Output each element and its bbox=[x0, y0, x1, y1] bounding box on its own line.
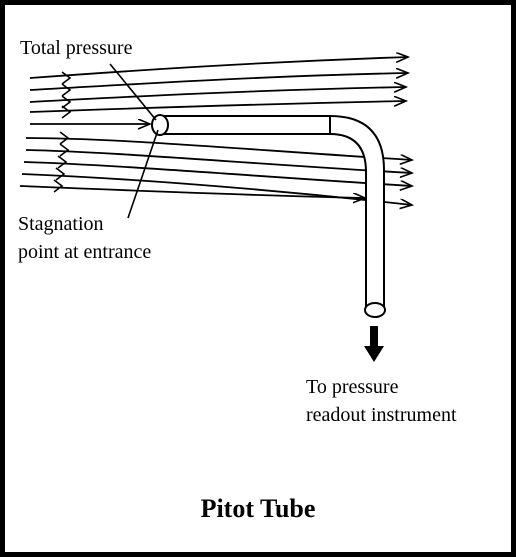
down-arrow-icon bbox=[364, 326, 384, 362]
streamline bbox=[25, 137, 412, 160]
streamline bbox=[19, 185, 365, 198]
stagnation-label-line1: Stagnation bbox=[18, 213, 104, 235]
stagnation-label-line2: point at entrance bbox=[18, 241, 152, 263]
readout-label-line1: To pressure bbox=[306, 376, 399, 398]
streamline-inlet-arrows bbox=[53, 71, 72, 193]
tube-outlet bbox=[364, 302, 386, 318]
total-pressure-label: Total pressure bbox=[20, 37, 133, 59]
pitot-tube bbox=[151, 114, 386, 318]
streamline bbox=[21, 173, 412, 205]
streamline bbox=[29, 87, 406, 103]
streamline bbox=[29, 57, 408, 79]
streamline bbox=[29, 73, 408, 91]
readout-label-line2: readout instrument bbox=[306, 404, 457, 426]
diagram-title: Pitot Tube bbox=[200, 494, 316, 523]
streamline bbox=[25, 149, 412, 173]
diagram-canvas bbox=[5, 5, 511, 552]
leader-lines bbox=[109, 63, 159, 219]
stagnation-leader bbox=[127, 129, 159, 219]
total-pressure-leader bbox=[109, 63, 157, 121]
streamline bbox=[29, 101, 406, 113]
streamline bbox=[23, 161, 412, 186]
